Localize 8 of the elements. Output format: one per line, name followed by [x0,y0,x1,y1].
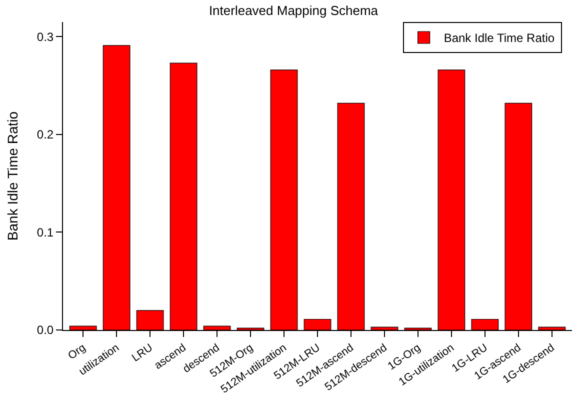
x-tick-label: LRU [130,342,155,364]
chart-title: Interleaved Mapping Schema [208,3,379,18]
y-axis-title: Bank Idle Time Ratio [4,111,21,241]
y-tick-label: 0.2 [36,128,54,142]
legend-label: Bank Idle Time Ratio [444,31,555,46]
y-tick-label: 0.1 [36,225,54,240]
y-tick-label: 0.3 [36,30,54,44]
y-tick-label: 0.0 [36,323,54,338]
